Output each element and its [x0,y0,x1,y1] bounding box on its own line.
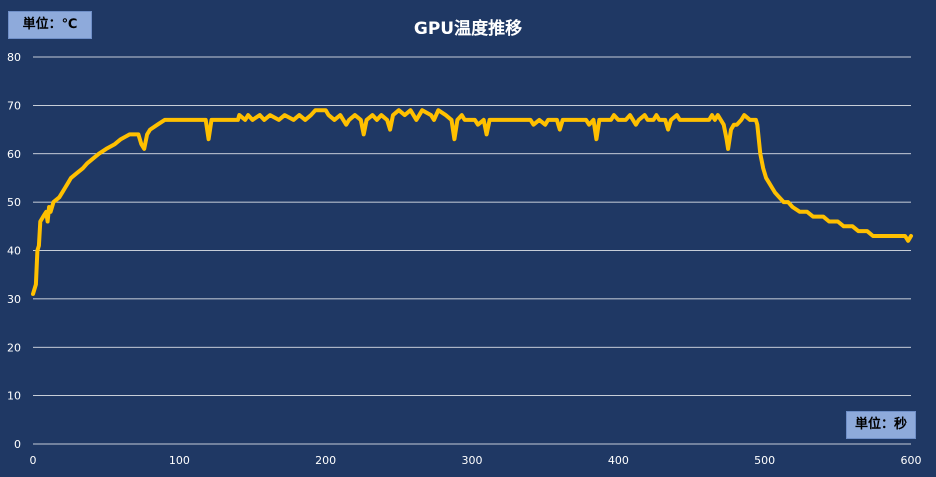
x-unit-label: 単位：秒 [846,411,916,439]
x-tick-label: 300 [462,454,483,467]
y-tick-label: 10 [7,390,21,403]
x-tick-label: 200 [315,454,336,467]
chart-title: GPU温度推移 [413,19,523,39]
series-line-0 [31,108,913,296]
x-tick-label: 400 [608,454,629,467]
y-tick-label: 20 [7,341,21,354]
y-tick-label: 40 [7,245,21,258]
x-tick-label: 100 [169,454,190,467]
y-tick-label: 60 [7,148,21,161]
x-tick-label: 500 [754,454,775,467]
y-tick-label: 50 [7,196,21,209]
x-tick-label: 0 [30,454,37,467]
y-tick-label: 30 [7,293,21,306]
x-tick-label: 600 [901,454,922,467]
y-tick-label: 70 [7,99,21,112]
y-tick-label: 0 [14,438,21,451]
y-tick-label: 80 [7,51,21,64]
y-unit-label: 単位：℃ [8,11,92,39]
